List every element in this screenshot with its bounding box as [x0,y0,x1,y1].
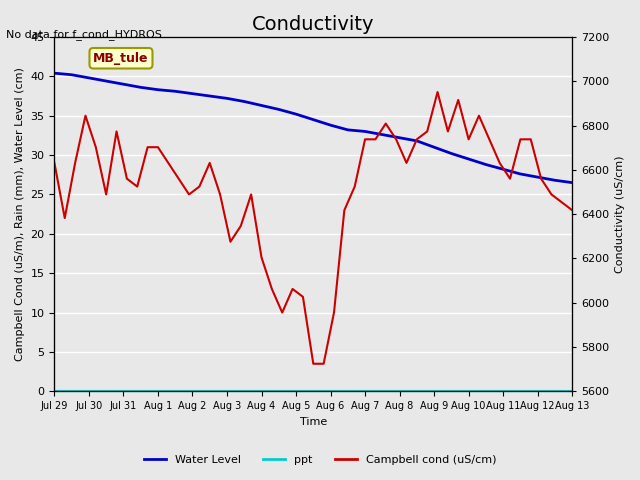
Y-axis label: Conductivity (uS/cm): Conductivity (uS/cm) [615,156,625,273]
Legend: Water Level, ppt, Campbell cond (uS/cm): Water Level, ppt, Campbell cond (uS/cm) [140,451,500,469]
Text: MB_tule: MB_tule [93,52,148,65]
Text: No data for f_cond_HYDROS: No data for f_cond_HYDROS [6,29,163,40]
X-axis label: Time: Time [300,417,327,427]
Y-axis label: Campbell Cond (uS/m), Rain (mm), Water Level (cm): Campbell Cond (uS/m), Rain (mm), Water L… [15,67,25,361]
Title: Conductivity: Conductivity [252,15,374,34]
